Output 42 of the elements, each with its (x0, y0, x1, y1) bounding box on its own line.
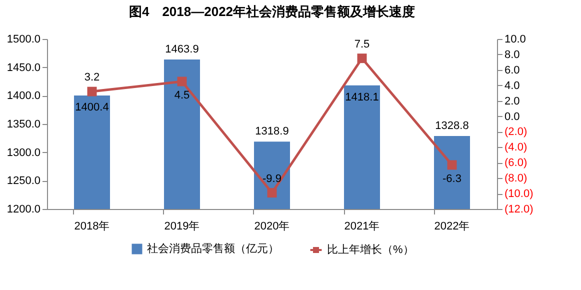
y2-tick-label: (2.0) (504, 126, 528, 138)
point (447, 160, 457, 170)
data-label: 3.2 (84, 72, 100, 84)
point (267, 188, 277, 198)
chart-title: 图4 2018—2022年社会消费品零售额及增长速度 (128, 4, 416, 19)
y-tick-label: 1350.0 (6, 118, 40, 130)
y2-tick-label: (4.0) (504, 142, 528, 154)
y-tick-label: 1200.0 (6, 204, 40, 216)
y2-tick-label: 4.0 (504, 80, 520, 92)
legend-label: 比上年增长（%） (327, 243, 414, 256)
data-label: 7.5 (354, 38, 370, 50)
point (87, 86, 97, 96)
x-tick-label: 2021年 (344, 220, 380, 232)
data-label: 1463.9 (165, 43, 199, 56)
y-tick-label: 1500.0 (6, 34, 40, 46)
y2-tick-label: (8.0) (504, 172, 528, 185)
y2-tick-label: (10.0) (504, 188, 534, 200)
y-tick-label: 1400.0 (6, 90, 40, 102)
y2-tick-label: 8.0 (504, 48, 520, 61)
x-tick-label: 2018年 (74, 220, 110, 232)
point (177, 76, 187, 86)
y2-tick-label: 10.0 (504, 34, 526, 46)
data-label: -6.3 (442, 172, 462, 185)
data-label: -9.9 (262, 172, 282, 185)
data-label: 1400.4 (75, 101, 109, 114)
data-label: 1318.9 (255, 126, 289, 138)
x-tick-label: 2020年 (254, 220, 290, 232)
point (357, 54, 367, 64)
y2-tick-label: 2.0 (504, 95, 520, 108)
y2-tick-label: 6.0 (504, 64, 520, 76)
y-tick-label: 1450.0 (6, 62, 40, 74)
y-tick-label: 1250.0 (6, 175, 40, 188)
x-tick-label: 2022年 (434, 220, 470, 232)
data-label: 1418.1 (345, 91, 379, 104)
x-tick-label: 2019年 (164, 220, 200, 232)
y-tick-label: 1300.0 (6, 146, 40, 159)
y2-tick-label: 0.0 (504, 110, 520, 123)
legend-label: 社会消费品零售额（亿元） (147, 242, 279, 255)
y2-tick-label: (12.0) (504, 204, 534, 216)
data-label: 1328.8 (435, 120, 469, 132)
data-label: 4.5 (174, 90, 190, 102)
y2-tick-label: (6.0) (504, 157, 528, 170)
